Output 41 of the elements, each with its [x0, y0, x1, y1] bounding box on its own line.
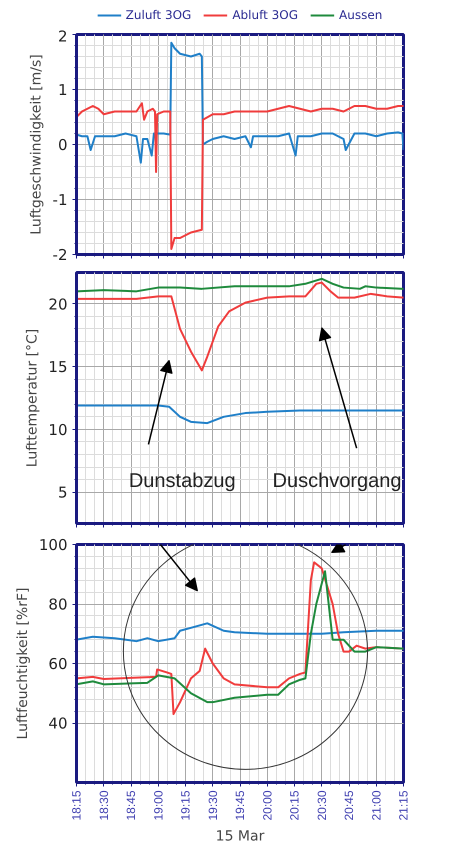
x-tick-label: 20:00 [260, 790, 274, 821]
y-tick-label: 2 [58, 28, 68, 46]
line-series [76, 102, 404, 250]
y-tick-label: -2 [52, 246, 68, 264]
line-series [76, 622, 404, 642]
y-tick-label: -1 [52, 191, 68, 209]
line-series [76, 278, 404, 292]
x-axis-title: 15 Mar [216, 828, 265, 845]
x-tick-label: 21:00 [369, 790, 384, 821]
x-tick-label: 20:45 [342, 790, 356, 821]
x-tick-label: 20:15 [288, 790, 302, 821]
legend-label: Abluft 3OG [232, 8, 298, 22]
y-axis-title: Luftgeschwindigkeit [m/s] [28, 54, 45, 235]
y-tick-label: 40 [48, 714, 68, 732]
line-series [76, 42, 404, 164]
line-series [76, 404, 404, 424]
legend-label: Aussen [339, 8, 382, 22]
x-tick-label: 20:30 [314, 790, 329, 821]
y-tick-label: 0 [58, 136, 68, 154]
y-axis-title: Luftfeuchtigkeit [%rF] [14, 588, 31, 740]
x-tick-label: 19:00 [151, 790, 166, 821]
y-tick-label: 15 [48, 358, 68, 376]
x-tick-label: 19:45 [233, 790, 247, 821]
y-tick-label: 60 [48, 655, 68, 673]
x-tick-label: 18:15 [70, 790, 84, 821]
x-tick-label: 21:15 [396, 790, 410, 821]
annotation: Duschvorgang [272, 470, 402, 492]
y-tick-label: 5 [58, 484, 68, 502]
x-tick-label: 19:15 [178, 790, 192, 821]
x-tick-label: 18:45 [124, 790, 138, 821]
legend-label: Zuluft 3OG [126, 8, 192, 22]
y-axis-title: Lufttemperatur [°C] [24, 328, 40, 468]
y-tick-label: 1 [58, 81, 68, 99]
x-tick-label: 18:30 [96, 790, 111, 821]
annotation: Dunstabzug [128, 470, 236, 492]
line-series [76, 282, 404, 372]
y-tick-label: 100 [38, 536, 68, 554]
y-tick-label: 80 [48, 596, 68, 614]
y-tick-label: 20 [48, 295, 68, 314]
y-tick-label: 10 [48, 420, 68, 439]
x-tick-label: 19:30 [206, 790, 220, 821]
